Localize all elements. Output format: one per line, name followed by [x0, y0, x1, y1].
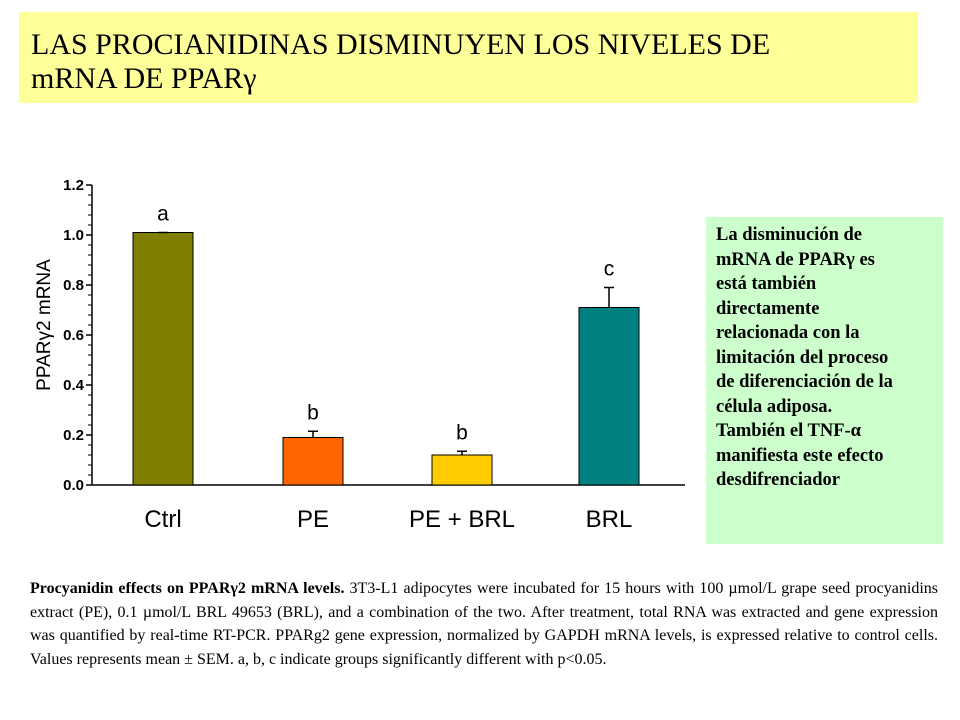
chart-bars: [132, 231, 640, 486]
side-note-line: desdifrenciador: [716, 470, 841, 490]
significance-label: b: [456, 421, 468, 444]
side-note-line: célula adiposa.: [716, 396, 833, 417]
side-note-line: de diferenciación de la: [716, 372, 893, 392]
y-tick-label: 0.8: [63, 277, 84, 294]
side-note-line: directamente: [716, 298, 820, 319]
caption-text: 3T3-L1 adipocytes were incubated for 15 …: [30, 580, 939, 668]
side-note: La disminución de mRNA de PPARγ es está ta…: [706, 217, 943, 544]
x-category-label: Ctrl: [144, 506, 181, 533]
x-category-label: BRL: [586, 506, 633, 533]
bar-pe-brl: [431, 454, 493, 486]
y-tick-label: 0.2: [63, 427, 84, 444]
side-note-line: manifiesta este efecto: [716, 445, 884, 466]
side-note-line: También el TNF-α: [716, 421, 861, 441]
side-note-line: está también: [716, 274, 817, 294]
significance-label: c: [604, 258, 615, 281]
side-note-line: mRNA de PPARγ es: [716, 249, 875, 270]
bar-pe: [282, 437, 344, 486]
significance-label: b: [307, 401, 319, 424]
y-tick-label: 1.0: [63, 227, 84, 244]
bar-chart: 0.0 0.2 0.4 0.6 0.8 1.0 1.2 PPARγ2 mRNA a Ctrl b P…: [34, 177, 685, 534]
x-category-label: PE + BRL: [409, 506, 515, 533]
side-note-line: limitación del proceso: [716, 347, 889, 368]
side-note-line: relacionada con la: [716, 323, 860, 343]
y-axis-title: PPARγ2 mRNA: [34, 259, 55, 391]
significance-label: a: [157, 203, 169, 226]
chart-labels: a Ctrl b PE b PE + BRL c BRL: [144, 203, 632, 534]
bar-brl: [578, 307, 640, 486]
slide-title-box: LAS PROCIANIDINAS DISMINUYEN LOS NIVELES…: [19, 12, 918, 103]
caption-title: Procyanidin effects on PPARγ2 mRNA level…: [30, 580, 345, 597]
figure-caption: Procyanidin effects on PPARγ2 mRNA level…: [30, 577, 938, 671]
bar-ctrl: [132, 232, 194, 486]
slide-title-line1: LAS PROCIANIDINAS DISMINUYEN LOS NIVELES…: [31, 28, 771, 61]
x-category-label: PE: [297, 506, 329, 533]
y-tick-label: 0.6: [63, 327, 84, 344]
y-tick-label: 0.0: [63, 477, 84, 494]
y-tick-label: 1.2: [63, 177, 84, 194]
side-note-line: La disminución de: [716, 225, 862, 245]
slide-title-line2: mRNA DE PPARγ: [31, 62, 257, 95]
y-tick-label: 0.4: [63, 377, 85, 394]
